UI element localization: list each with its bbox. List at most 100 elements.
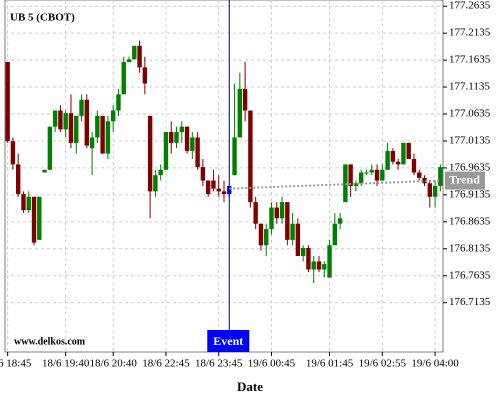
x-tick-label: 19/6 04:00 xyxy=(411,358,459,370)
candle-body xyxy=(221,191,227,195)
candle-body xyxy=(132,45,137,60)
candle-body xyxy=(417,172,422,178)
candle-body xyxy=(79,99,84,116)
candle-body xyxy=(174,132,179,143)
x-tick-label: 18/6 23:45 xyxy=(195,358,243,370)
candle-body xyxy=(95,115,100,138)
candle-body xyxy=(10,141,16,165)
candle-body xyxy=(322,264,327,270)
candle-body xyxy=(253,202,258,224)
candle-body xyxy=(190,137,195,151)
candle-body xyxy=(285,202,290,240)
candle-body xyxy=(311,261,316,270)
x-tick-label: 18/6 19:40 xyxy=(42,358,90,370)
trend-line xyxy=(229,179,441,190)
y-tick-label: 176.8635 xyxy=(449,215,491,227)
candle-body xyxy=(269,207,274,230)
candle-body xyxy=(353,183,359,186)
candle-body xyxy=(47,126,53,170)
candle-body xyxy=(105,121,111,154)
candle-body xyxy=(242,88,248,111)
y-tick-label: 177.1135 xyxy=(449,81,490,93)
candle-body xyxy=(237,88,243,138)
candle-body xyxy=(15,164,21,195)
candle-body xyxy=(337,218,343,224)
candle-body xyxy=(364,172,369,174)
y-tick-label: 176.9635 xyxy=(449,161,491,173)
y-tick-label: 177.1635 xyxy=(449,54,491,66)
candle-body xyxy=(264,229,269,246)
trend-label: Trend xyxy=(449,172,480,186)
candle-body xyxy=(422,177,427,184)
candle-body xyxy=(58,110,63,130)
candle-body xyxy=(380,169,385,181)
candle-body xyxy=(306,247,311,270)
candle-body xyxy=(52,110,58,127)
candle-body xyxy=(163,132,169,170)
x-tick-label: 18/6 18:45 xyxy=(0,358,32,370)
candle-body xyxy=(142,67,148,84)
candle-body xyxy=(158,169,163,176)
x-tick-label: 19/6 01:45 xyxy=(306,358,354,370)
y-tick-label: 176.9135 xyxy=(449,188,491,200)
candle-body xyxy=(42,169,47,173)
x-tick-label: 18/6 20:40 xyxy=(89,358,137,370)
candle-body xyxy=(401,142,406,165)
candle-body xyxy=(121,61,126,95)
x-tick-label: 19/6 02:55 xyxy=(359,358,407,370)
candle-body xyxy=(369,169,374,173)
candle-body xyxy=(348,164,353,186)
candle-body xyxy=(126,59,132,62)
trend-box xyxy=(445,171,485,190)
candle-body xyxy=(205,180,211,195)
candle-body xyxy=(100,115,105,154)
candle-body xyxy=(406,142,411,160)
chart-title: UB 5 (CBOT) xyxy=(10,12,75,24)
candle-body xyxy=(68,113,74,143)
candle-body xyxy=(290,223,295,240)
candle-body xyxy=(184,126,190,151)
x-tick-label: 18/6 22:45 xyxy=(142,358,190,370)
candle-body xyxy=(179,126,184,133)
candle-body xyxy=(427,183,433,197)
candle-body xyxy=(279,202,285,219)
candle-body xyxy=(258,223,264,246)
y-tick-label: 177.0635 xyxy=(449,108,491,120)
candle-body xyxy=(216,188,221,192)
candle-body xyxy=(374,169,380,181)
candle-body xyxy=(327,245,332,278)
candle-body xyxy=(274,207,279,219)
candle-body xyxy=(390,150,396,162)
x-axis-label: Date xyxy=(237,379,263,394)
candle-body xyxy=(26,196,31,211)
candle-body xyxy=(232,137,237,176)
event-box xyxy=(207,330,250,352)
candle-body xyxy=(300,247,306,257)
candle-body xyxy=(200,167,206,181)
watermark: www.delkos.com xyxy=(14,336,86,347)
candle-body xyxy=(438,167,443,186)
candle-body xyxy=(432,185,438,197)
y-tick-label: 177.0135 xyxy=(449,134,491,146)
candle-body xyxy=(248,110,253,203)
candle-body xyxy=(411,159,417,173)
candle-body xyxy=(74,115,79,143)
candle-body xyxy=(31,196,37,243)
candle-body xyxy=(21,194,26,211)
candle-body xyxy=(211,180,216,189)
y-tick-label: 177.2635 xyxy=(449,0,491,12)
event-label: Event xyxy=(213,334,243,348)
candle-body xyxy=(332,223,338,246)
candle-body xyxy=(147,115,153,192)
candle-body xyxy=(63,113,68,130)
y-tick-label: 176.8135 xyxy=(449,242,491,254)
candle-body xyxy=(316,261,322,270)
candle-body xyxy=(137,45,142,68)
y-tick-label: 176.7135 xyxy=(449,296,491,308)
y-tick-label: 176.7635 xyxy=(449,269,491,281)
candle-body xyxy=(359,172,364,184)
candle-body xyxy=(195,137,200,168)
candle-body xyxy=(5,61,10,142)
x-tick-label: 19/6 00:45 xyxy=(248,358,296,370)
